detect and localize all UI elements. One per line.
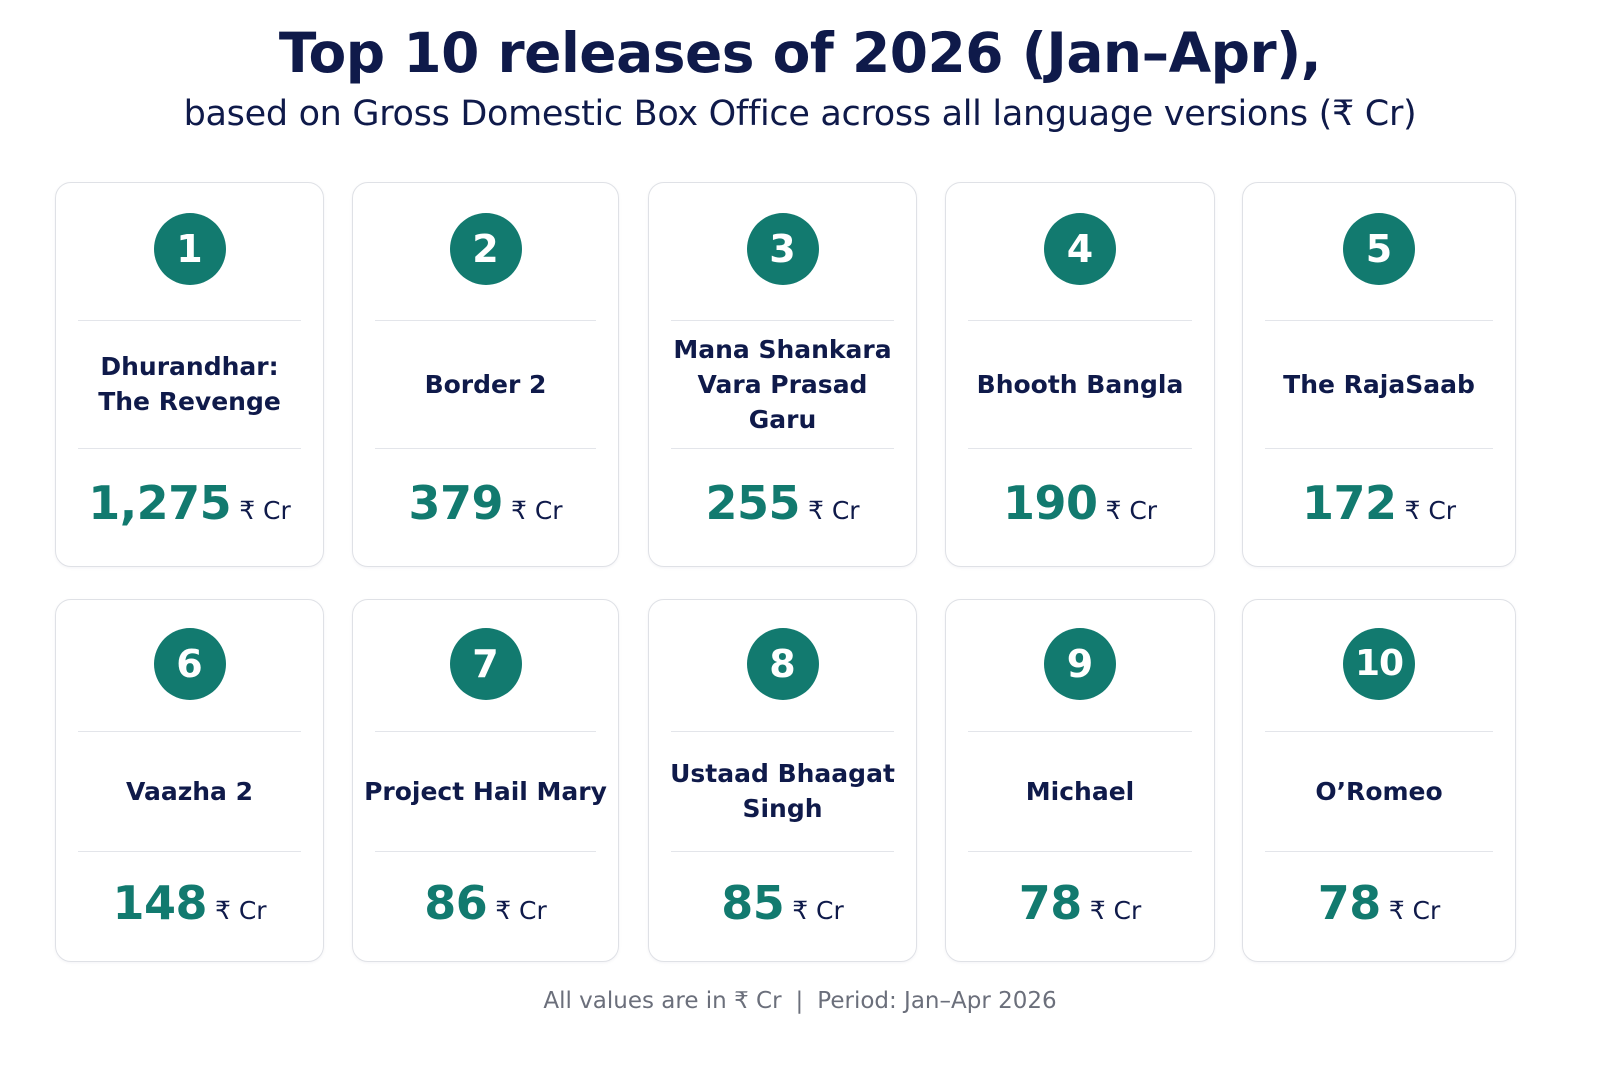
footer-period: Period: Jan–Apr 2026 [817, 988, 1057, 1014]
card-divider [671, 731, 894, 732]
footer: All values are in ₹ Cr | Period: Jan–Apr 2… [0, 988, 1600, 1014]
film-title: Vaazha 2 [62, 731, 317, 851]
gross-unit: ₹ Cr [1105, 496, 1158, 525]
card-divider [671, 448, 894, 449]
gross-amount: 78 ₹ Cr [1243, 876, 1515, 930]
gross-unit: ₹ Cr [1089, 896, 1142, 925]
rank-badge: 9 [1044, 628, 1116, 700]
rank-badge: 6 [153, 628, 226, 700]
film-card: 2 Border 2 379 ₹ Cr [352, 182, 619, 567]
gross-unit: ₹ Cr [495, 896, 547, 925]
film-title: The RajaSaab [1249, 320, 1509, 448]
card-divider [375, 448, 596, 449]
film-card: 1 Dhurandhar: The Revenge 1,275 ₹ Cr [55, 182, 324, 567]
film-title-text: The RajaSaab [1283, 369, 1475, 399]
film-title: Border 2 [359, 320, 612, 448]
gross-unit: ₹ Cr [1404, 496, 1457, 525]
rank-badge: 4 [1044, 213, 1116, 285]
rank-badge: 5 [1343, 213, 1415, 285]
film-title-text: Michael [1025, 776, 1135, 806]
card-divider [968, 731, 1192, 732]
gross-amount: 1,275 ₹ Cr [56, 476, 323, 530]
film-card: 3 Mana Shankara Vara Prasad Garu 255 ₹ Cr [648, 182, 917, 567]
film-title: Mana Shankara Vara Prasad Garu [655, 320, 910, 448]
film-title-text: Vaazha 2 [125, 776, 254, 806]
gross-value: 1,275 [88, 476, 232, 530]
film-title: Bhooth Bangla [952, 320, 1208, 448]
film-card: 5 The RajaSaab 172 ₹ Cr [1242, 182, 1516, 567]
card-divider [968, 320, 1192, 321]
gross-amount: 190 ₹ Cr [946, 476, 1214, 530]
gross-value: 78 [1018, 876, 1083, 930]
gross-amount: 86 ₹ Cr [353, 876, 618, 930]
film-card: 10 O’Romeo 78 ₹ Cr [1242, 599, 1516, 962]
film-title-text: Ustaad Bhaagat Singh [670, 759, 895, 823]
gross-amount: 148 ₹ Cr [56, 876, 323, 930]
page-title: Top 10 releases of 2026 (Jan–Apr), [278, 21, 1322, 85]
card-divider [375, 731, 596, 732]
gross-value: 78 [1317, 876, 1382, 930]
card-divider [968, 448, 1192, 449]
gross-unit: ₹ Cr [510, 496, 563, 525]
rank-badge: 2 [449, 213, 522, 285]
film-title-text: O’Romeo [1315, 776, 1443, 806]
film-title-text: Project Hail Mary [364, 776, 607, 806]
gross-value: 379 [408, 476, 503, 530]
gross-value: 86 [424, 876, 488, 930]
gross-amount: 172 ₹ Cr [1243, 476, 1515, 530]
film-title-text: Mana Shankara Vara Prasad Garu [673, 334, 892, 434]
rank-badge: 8 [746, 628, 819, 700]
page-subtitle: based on Gross Domestic Box Office acros… [183, 94, 1417, 134]
gross-amount: 255 ₹ Cr [649, 476, 916, 530]
rank-badge: 3 [746, 213, 819, 285]
card-divider [78, 851, 301, 852]
card-divider [78, 448, 301, 449]
film-title: Ustaad Bhaagat Singh [655, 731, 910, 851]
gross-unit: ₹ Cr [792, 896, 844, 925]
film-title: Dhurandhar: The Revenge [62, 320, 317, 448]
film-title-text: Bhooth Bangla [976, 369, 1184, 399]
gross-amount: 85 ₹ Cr [649, 876, 916, 930]
card-divider [968, 851, 1192, 852]
film-title-text: Dhurandhar: The Revenge [98, 352, 281, 416]
card-divider [78, 731, 301, 732]
footer-separator: | [795, 988, 804, 1014]
card-divider [1265, 448, 1493, 449]
card-divider [375, 320, 596, 321]
film-title-text: Border 2 [424, 369, 547, 399]
film-title: Michael [952, 731, 1208, 851]
rank-badge: 1 [153, 213, 226, 285]
film-card: 7 Project Hail Mary 86 ₹ Cr [352, 599, 619, 962]
film-card: 4 Bhooth Bangla 190 ₹ Cr [945, 182, 1215, 567]
film-card: 8 Ustaad Bhaagat Singh 85 ₹ Cr [648, 599, 917, 962]
gross-unit: ₹ Cr [807, 496, 860, 525]
rank-badge: 7 [449, 628, 522, 700]
gross-amount: 379 ₹ Cr [353, 476, 618, 530]
card-divider [671, 851, 894, 852]
film-title: O’Romeo [1249, 731, 1509, 851]
gross-amount: 78 ₹ Cr [946, 876, 1214, 930]
gross-value: 190 [1002, 476, 1098, 530]
footer-note: All values are in ₹ Cr [543, 988, 782, 1014]
card-divider [78, 320, 301, 321]
card-divider [1265, 851, 1493, 852]
gross-unit: ₹ Cr [214, 896, 267, 925]
film-title: Project Hail Mary [359, 731, 612, 851]
gross-value: 148 [112, 876, 207, 930]
gross-unit: ₹ Cr [239, 496, 291, 525]
header: Top 10 releases of 2026 (Jan–Apr), based… [0, 18, 1600, 138]
rank-badge: 10 [1343, 628, 1415, 700]
film-card: 6 Vaazha 2 148 ₹ Cr [55, 599, 324, 962]
card-divider [375, 851, 596, 852]
card-divider [1265, 731, 1493, 732]
film-card: 9 Michael 78 ₹ Cr [945, 599, 1215, 962]
gross-unit: ₹ Cr [1388, 896, 1441, 925]
card-divider [1265, 320, 1493, 321]
gross-value: 172 [1301, 476, 1397, 530]
gross-value: 255 [705, 476, 800, 530]
gross-value: 85 [721, 876, 785, 930]
card-divider [671, 320, 894, 321]
